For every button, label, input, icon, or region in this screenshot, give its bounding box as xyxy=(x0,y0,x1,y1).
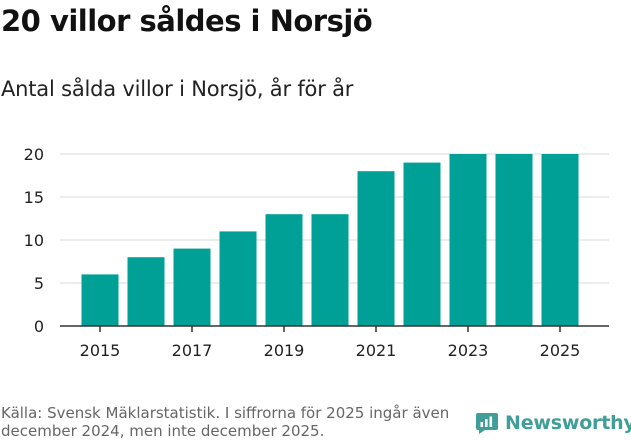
bar-2025 xyxy=(541,154,579,326)
x-tick-label: 2015 xyxy=(80,341,121,360)
bar-chart: 0 5 10 15 20 2015 2017 2019 2021 2023 2025 xyxy=(24,145,609,360)
bar-2017 xyxy=(173,248,211,326)
y-axis-ticks: 0 5 10 15 20 xyxy=(24,145,44,336)
x-axis-ticks: 2015 2017 2019 2021 2023 2025 xyxy=(80,326,581,360)
bar-2019 xyxy=(265,214,303,326)
bar-2022 xyxy=(403,162,441,326)
y-tick-label: 20 xyxy=(24,145,44,164)
bar-2015 xyxy=(81,274,119,326)
y-tick-label: 5 xyxy=(34,274,44,293)
bar-2018 xyxy=(219,231,257,326)
source-note: Källa: Svensk Mäklarstatistik. I siffror… xyxy=(1,404,450,440)
brand-name: Newsworthy xyxy=(505,412,631,434)
y-tick-label: 0 xyxy=(34,317,44,336)
y-tick-label: 15 xyxy=(24,188,44,207)
chart-title: 20 villor såldes i Norsjö xyxy=(1,4,373,38)
x-tick-label: 2019 xyxy=(264,341,305,360)
newsworthy-logo-icon xyxy=(476,413,498,434)
bars xyxy=(81,154,579,326)
bar-2023 xyxy=(449,154,487,326)
bar-2016 xyxy=(127,257,165,326)
y-tick-label: 10 xyxy=(24,231,44,250)
brand: Newsworthy xyxy=(475,408,631,438)
bar-2021 xyxy=(357,171,395,326)
bar-2020 xyxy=(311,214,349,326)
x-tick-label: 2017 xyxy=(172,341,213,360)
x-tick-label: 2021 xyxy=(356,341,397,360)
x-tick-label: 2025 xyxy=(540,341,581,360)
bar-2024 xyxy=(495,154,533,326)
chart-subtitle: Antal sålda villor i Norsjö, år för år xyxy=(1,77,354,101)
x-tick-label: 2023 xyxy=(448,341,489,360)
